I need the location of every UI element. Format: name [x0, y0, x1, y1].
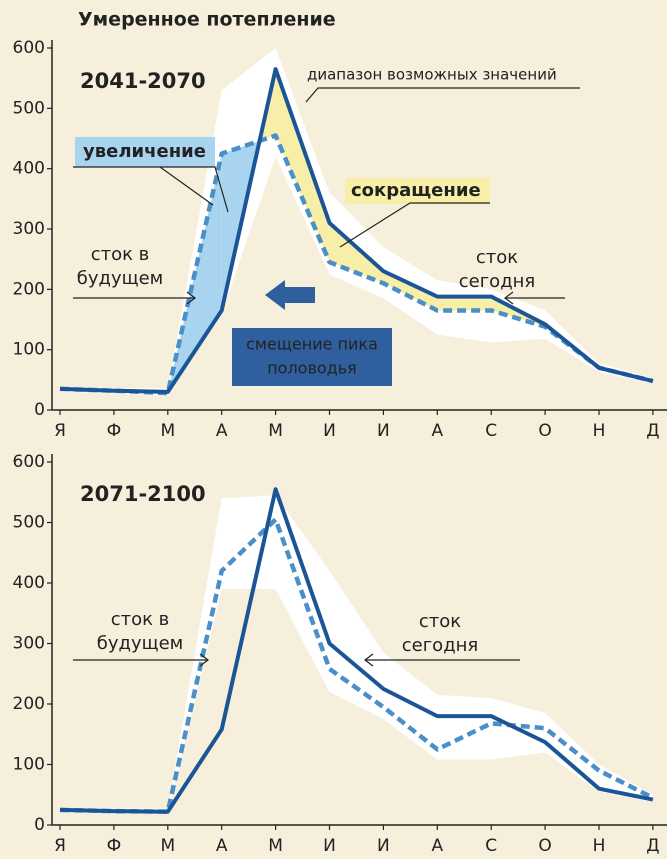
chart-title: Умеренное потепление: [78, 9, 336, 31]
panel: 0 100 200 300 400 500 600 Я Ф М А М И И А С О Н Д 2041-2070…: [13, 38, 667, 441]
range-band: [60, 495, 653, 813]
x-tick-label: Д: [646, 421, 659, 441]
today-line: [59, 487, 654, 814]
leader-decrease: [339, 202, 490, 248]
shift-label: половодья: [267, 359, 357, 378]
y-tick-label: 200: [13, 279, 45, 299]
y-tick-label: 600: [13, 38, 45, 58]
future-label: будущем: [97, 633, 183, 654]
x-tick-label: Ф: [107, 836, 122, 856]
x-tick-label: Н: [593, 421, 606, 441]
x-tick-label: А: [216, 836, 228, 856]
increase-label: увеличение: [83, 141, 206, 162]
x-tick-label: Н: [593, 836, 606, 856]
decrease-box: [345, 178, 490, 204]
x-tick-label: М: [160, 421, 175, 441]
today-label: сток: [419, 611, 461, 632]
y-tick-label: 300: [13, 634, 45, 654]
x-tick-label: М: [160, 836, 175, 856]
period-label: 2071-2100: [80, 482, 206, 506]
x-tick-label: М: [268, 836, 283, 856]
x-tick-label: С: [485, 836, 497, 856]
today-label: сегодня: [459, 271, 535, 292]
future-label: сток в: [91, 244, 150, 265]
arrowhead: [364, 653, 374, 667]
decrease-label: сокращение: [351, 180, 481, 201]
y-tick-label: 0: [34, 815, 45, 835]
x-tick-label: Я: [54, 836, 66, 856]
x-tick-label: И: [377, 836, 390, 856]
shift-box: [232, 328, 392, 386]
x-tick-label: А: [216, 421, 228, 441]
leader-range: [305, 87, 580, 103]
y-tick-label: 500: [13, 98, 45, 118]
panel: 0 100 200 300 400 500 600 Я Ф М А М И И А С О Н Д 2071-2100…: [13, 452, 667, 856]
future-label: будущем: [77, 268, 163, 289]
x-tick-label: А: [431, 836, 443, 856]
today-label: сегодня: [402, 635, 478, 656]
leader-increase: [159, 166, 214, 206]
y-tick-label: 500: [13, 513, 45, 533]
future-label: сток в: [111, 609, 170, 630]
x-tick-label: А: [431, 421, 443, 441]
y-tick-label: 0: [34, 400, 45, 420]
y-tick-label: 200: [13, 694, 45, 714]
x-tick-label: О: [538, 421, 551, 441]
x-tick-label: И: [323, 836, 336, 856]
x-tick-label: О: [538, 836, 551, 856]
difference-fill: [275, 69, 330, 263]
range-label: диапазон возможных значений: [307, 66, 557, 84]
leaders: [73, 87, 580, 667]
y-tick-label: 400: [13, 159, 45, 179]
difference-fill: [168, 153, 222, 392]
difference-fill: [329, 222, 384, 284]
increase-box: [75, 137, 215, 167]
x-tick-label: Д: [646, 836, 659, 856]
x-tick-label: И: [377, 421, 390, 441]
x-tick-label: Я: [54, 421, 66, 441]
today-label: сток: [476, 247, 518, 268]
y-tick-label: 300: [13, 219, 45, 239]
x-tick-label: С: [485, 421, 497, 441]
arrowhead: [186, 291, 196, 305]
today-line: [59, 67, 654, 394]
y-tick-label: 100: [13, 340, 45, 360]
arrowhead: [199, 653, 209, 667]
y-tick-label: 400: [13, 573, 45, 593]
x-tick-label: М: [268, 421, 283, 441]
y-tick-label: 600: [13, 452, 45, 472]
difference-fill: [383, 271, 438, 311]
arrowhead: [504, 291, 514, 305]
y-tick-label: 100: [13, 755, 45, 775]
period-label: 2041-2070: [80, 69, 206, 93]
difference-fill: [437, 296, 492, 311]
leader-increase: [73, 166, 229, 213]
x-tick-label: И: [323, 421, 336, 441]
shift-arrow: [265, 280, 315, 310]
shift-label: смещение пика: [246, 335, 378, 354]
x-tick-label: Ф: [107, 421, 122, 441]
